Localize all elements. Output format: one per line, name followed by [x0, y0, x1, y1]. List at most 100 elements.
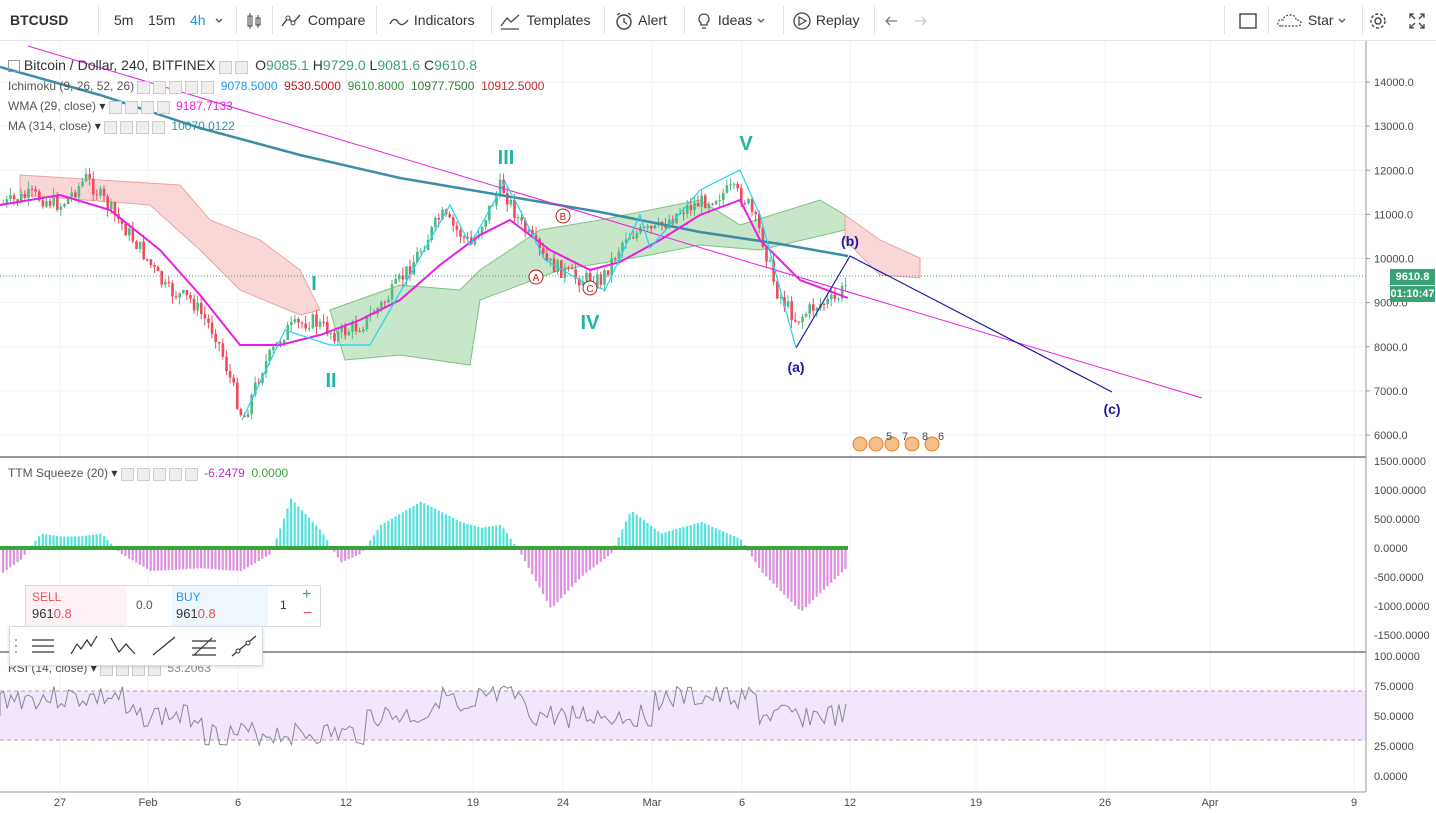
candle-body — [786, 301, 790, 307]
legend-collapse-icon[interactable] — [8, 60, 20, 73]
ttm-bar — [578, 548, 581, 580]
ttm-bar — [657, 531, 660, 548]
ttm-bar — [815, 548, 818, 597]
fullscreen-icon[interactable] — [1408, 0, 1426, 40]
interval-4h[interactable]: 4h — [190, 12, 206, 28]
candle-body — [5, 199, 9, 205]
economic-events[interactable]: 5 7 8 6 — [852, 431, 944, 452]
gear-icon[interactable] — [1368, 0, 1388, 40]
ttm-bar — [178, 548, 181, 570]
ma-value: 10070.0122 — [171, 119, 235, 133]
wma-legend[interactable]: WMA (29, close) ▾ 9187.7133 — [8, 99, 233, 114]
indicators-button[interactable]: Indicators — [388, 0, 475, 40]
ttm-bar — [81, 536, 84, 548]
indicator-buttons[interactable] — [108, 100, 173, 114]
ttm-axis-tick: 0.0000 — [1374, 543, 1408, 555]
candle-body — [246, 414, 250, 418]
indicator-buttons[interactable] — [104, 120, 168, 134]
fullscreen-select-icon[interactable] — [1238, 0, 1258, 40]
undo-icon[interactable] — [884, 0, 900, 40]
quantity-field[interactable]: 1 — [280, 598, 287, 612]
buy-button[interactable]: BUY 9610.8 — [172, 586, 268, 626]
price-axis-tick: 8000.0 — [1374, 342, 1408, 354]
candles-icon[interactable] — [244, 0, 264, 40]
candle-body — [311, 314, 315, 328]
chevron-down-icon[interactable] — [214, 0, 224, 40]
candle-body — [606, 270, 610, 275]
indicator-buttons[interactable] — [120, 467, 201, 481]
ttm-bar — [840, 548, 843, 573]
candle-body — [743, 203, 747, 205]
ttm-bar — [776, 548, 779, 588]
ttm-bar — [513, 543, 516, 548]
trend-line[interactable] — [27, 45, 1203, 399]
divider — [783, 6, 784, 34]
candle-body — [509, 199, 513, 205]
ttm-bar — [293, 502, 296, 548]
ttm-bar — [794, 548, 797, 606]
candle-body — [812, 304, 815, 311]
horizontal-lines-icon[interactable] — [28, 632, 60, 660]
interval-5m[interactable]: 5m — [114, 12, 134, 28]
symbol-search[interactable]: BTCUSD — [10, 12, 69, 28]
redo-icon[interactable] — [912, 0, 928, 40]
price-axis-tick: 11000.0 — [1374, 209, 1413, 221]
event-count: 7 — [902, 431, 908, 443]
divider — [1362, 6, 1363, 34]
candle-body — [358, 331, 361, 333]
fib-retracement-icon[interactable] — [188, 632, 220, 660]
indicator-buttons[interactable] — [137, 80, 217, 94]
ttm-legend[interactable]: TTM Squeeze (20) ▾ -6.2479 0.0000 — [8, 466, 289, 481]
candle-body — [232, 377, 235, 383]
ttm-bar — [12, 548, 15, 565]
ttm-bar — [732, 536, 735, 548]
ttm-bar — [347, 548, 350, 560]
star-button[interactable]: Star — [1276, 0, 1347, 40]
ttm-bar — [423, 503, 426, 548]
ttm-bar — [318, 529, 321, 548]
ttm-bar — [297, 506, 300, 548]
ttm-bar — [822, 548, 825, 590]
ttm-bar — [56, 535, 59, 548]
candle-body — [696, 203, 700, 207]
wma-29-line — [0, 193, 849, 346]
ttm-bar — [484, 527, 487, 548]
qty-plus-button[interactable]: + — [302, 586, 312, 603]
elliott-wave-path[interactable] — [241, 169, 797, 421]
ideas-button[interactable]: Ideas — [694, 0, 766, 40]
replay-button[interactable]: Replay — [792, 0, 859, 40]
trend-line-icon[interactable] — [148, 632, 180, 660]
projection-path[interactable] — [795, 255, 1113, 393]
drag-handle-icon[interactable] — [12, 632, 44, 660]
candle-body — [725, 185, 729, 193]
templates-button[interactable]: Templates — [499, 0, 590, 40]
ttm-bar — [682, 527, 685, 548]
elliott-correction-icon[interactable] — [108, 632, 140, 660]
qty-minus-button[interactable]: − — [303, 605, 313, 622]
ttm-bar — [146, 548, 149, 569]
wave-label-corrective: (b) — [841, 233, 859, 249]
wave-label-major: V — [739, 133, 753, 155]
ttm-bar — [20, 548, 23, 560]
candle-body — [740, 188, 743, 204]
ichimoku-legend[interactable]: Ichimoku (9, 26, 52, 26) 9078.5000 9530.… — [8, 79, 544, 94]
ttm-bar — [628, 513, 631, 548]
candle-body — [81, 181, 84, 186]
ichimoku-value: 10912.5000 — [481, 79, 545, 93]
alert-button[interactable]: Alert — [613, 0, 667, 40]
elliott-impulse-icon[interactable] — [68, 632, 100, 660]
sell-button[interactable]: SELL 9610.8 — [26, 586, 126, 626]
ma-legend[interactable]: MA (314, close) ▾ 10070.0122 — [8, 119, 235, 134]
interval-15m[interactable]: 15m — [148, 12, 176, 28]
legend-buttons[interactable] — [219, 58, 251, 75]
candle-body — [491, 205, 495, 207]
ray-icon[interactable] — [228, 632, 260, 660]
compare-button[interactable]: Compare — [280, 0, 365, 40]
ttm-bar — [246, 548, 249, 568]
sell-price-frac: 0.8 — [53, 606, 72, 621]
candle-body — [383, 301, 387, 303]
ttm-bar — [394, 516, 397, 548]
ttm-bar — [214, 548, 217, 570]
ttm-bar — [153, 548, 156, 572]
